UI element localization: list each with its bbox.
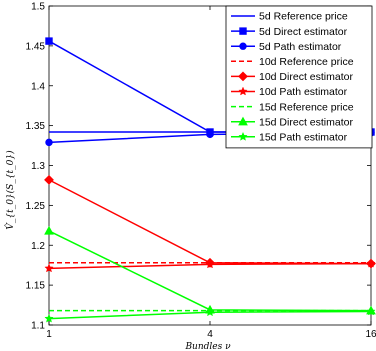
x-axis-label: Bundles ν	[184, 342, 231, 351]
y-tick-label: 1.25	[26, 201, 46, 212]
legend-item: 15d Path estimator	[231, 132, 348, 144]
y-tick-label: 1.45	[26, 41, 46, 52]
legend-item: 5d Path estimator	[231, 41, 342, 53]
legend-label: 15d Path estimator	[259, 132, 348, 144]
data-point	[44, 225, 54, 235]
legend-marker	[238, 86, 248, 96]
legend-label: 15d Reference price	[259, 101, 354, 113]
legend-marker	[239, 27, 247, 35]
series-9	[44, 306, 376, 323]
legend-marker	[239, 42, 247, 50]
data-point	[44, 263, 54, 273]
y-tick-label: 1.4	[31, 81, 45, 92]
legend-label: 5d Path estimator	[259, 41, 342, 53]
legend-item: 15d Direct estimator	[231, 116, 353, 128]
x-tick-label: 1	[46, 329, 52, 340]
legend-label: 10d Direct estimator	[259, 71, 353, 83]
data-point	[205, 307, 215, 317]
data-point	[206, 130, 214, 139]
legend: 5d Reference price 5d Direct estimator 5d …	[225, 5, 373, 149]
y-axis: 1.1 1.15 1.2 1.25 1.3 1.35 1.4 1.45 1.5	[26, 2, 371, 332]
legend-label: 10d Path estimator	[259, 86, 348, 98]
legend-item: 10d Direct estimator	[231, 71, 353, 83]
data-point	[45, 37, 53, 45]
legend-label: 15d Direct estimator	[259, 116, 353, 128]
legend-item: 5d Direct estimator	[231, 26, 348, 38]
legend-item: 10d Path estimator	[231, 86, 348, 98]
x-tick-label: 4	[207, 329, 213, 340]
data-point	[366, 258, 376, 268]
y-tick-label: 1.15	[26, 281, 46, 292]
y-tick-label: 1.1	[31, 321, 45, 332]
legend-marker	[238, 116, 248, 126]
y-tick-label: 1.5	[31, 2, 45, 13]
legend-marker	[238, 71, 248, 82]
y-tick-label: 1.3	[31, 161, 45, 172]
data-point	[44, 174, 54, 185]
data-point	[45, 138, 53, 147]
legend-label: 10d Reference price	[259, 56, 354, 68]
legend-item: 15d Reference price	[231, 101, 354, 113]
data-point	[205, 259, 215, 269]
x-tick-label: 16	[365, 329, 376, 340]
y-axis-label: V̂_{t_0}(S_{t_0})	[4, 150, 16, 230]
legend-label: 5d Direct estimator	[259, 26, 348, 38]
data-point	[366, 306, 376, 316]
legend-marker	[238, 131, 248, 141]
y-tick-label: 1.35	[26, 121, 46, 132]
legend-label: 5d Reference price	[259, 11, 348, 23]
series-6	[44, 258, 376, 273]
legend-item: 5d Reference price	[231, 11, 348, 23]
y-tick-label: 1.2	[31, 241, 45, 252]
data-point	[44, 313, 54, 323]
x-axis: 1 4 16	[46, 6, 376, 340]
legend-item: 10d Reference price	[231, 56, 354, 68]
